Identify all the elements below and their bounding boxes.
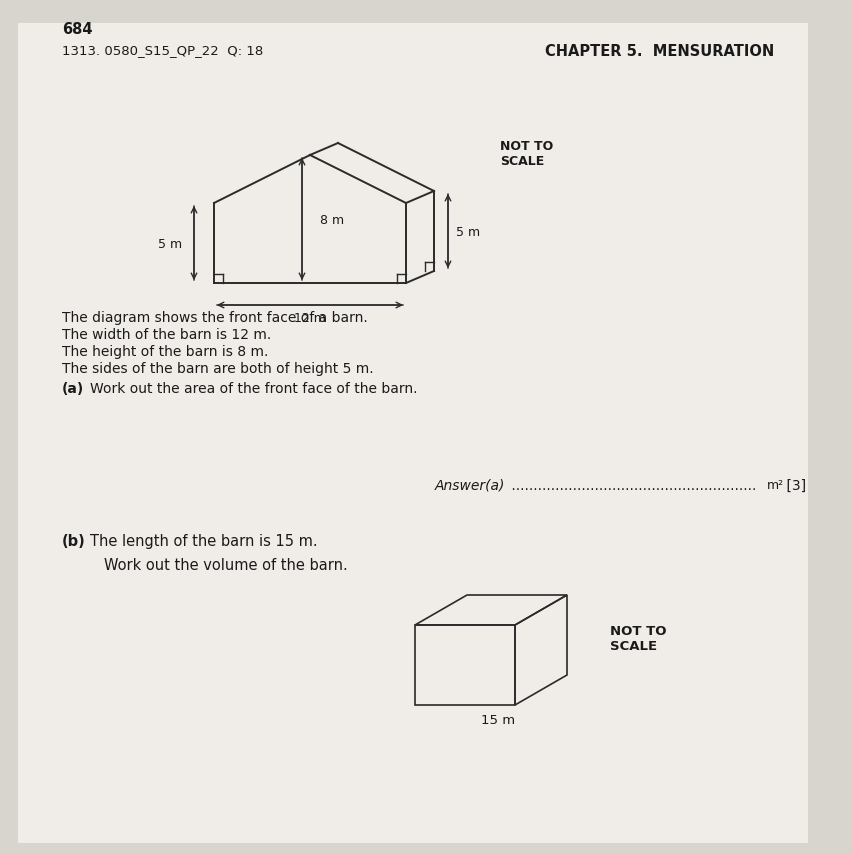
Text: 8 m: 8 m <box>320 213 344 226</box>
Text: Answer(a): Answer(a) <box>435 479 505 492</box>
Text: The diagram shows the front face of a barn.: The diagram shows the front face of a ba… <box>62 310 368 325</box>
Text: 15 m: 15 m <box>481 713 515 726</box>
Text: 12 m: 12 m <box>294 311 326 325</box>
FancyBboxPatch shape <box>18 24 808 843</box>
Text: The width of the barn is 12 m.: The width of the barn is 12 m. <box>62 328 271 341</box>
Text: 5 m: 5 m <box>158 237 182 250</box>
Text: ........................................................: ........................................… <box>507 479 761 492</box>
Text: CHAPTER 5.  MENSURATION: CHAPTER 5. MENSURATION <box>545 44 774 59</box>
Text: (b): (b) <box>62 533 86 548</box>
Text: The sides of the barn are both of height 5 m.: The sides of the barn are both of height… <box>62 362 374 375</box>
Text: [3]: [3] <box>782 479 806 492</box>
Text: 684: 684 <box>62 22 93 37</box>
Text: Work out the area of the front face of the barn.: Work out the area of the front face of t… <box>90 381 417 396</box>
Text: The height of the barn is 8 m.: The height of the barn is 8 m. <box>62 345 268 358</box>
Text: NOT TO
SCALE: NOT TO SCALE <box>610 624 666 653</box>
Text: Work out the volume of the barn.: Work out the volume of the barn. <box>104 557 348 572</box>
Text: 1313. 0580_S15_QP_22  Q: 18: 1313. 0580_S15_QP_22 Q: 18 <box>62 44 263 57</box>
Text: 5 m: 5 m <box>456 225 481 238</box>
Text: (a): (a) <box>62 381 84 396</box>
Text: The length of the barn is 15 m.: The length of the barn is 15 m. <box>90 533 318 548</box>
Text: NOT TO
SCALE: NOT TO SCALE <box>500 140 553 168</box>
Text: m²: m² <box>767 479 784 491</box>
